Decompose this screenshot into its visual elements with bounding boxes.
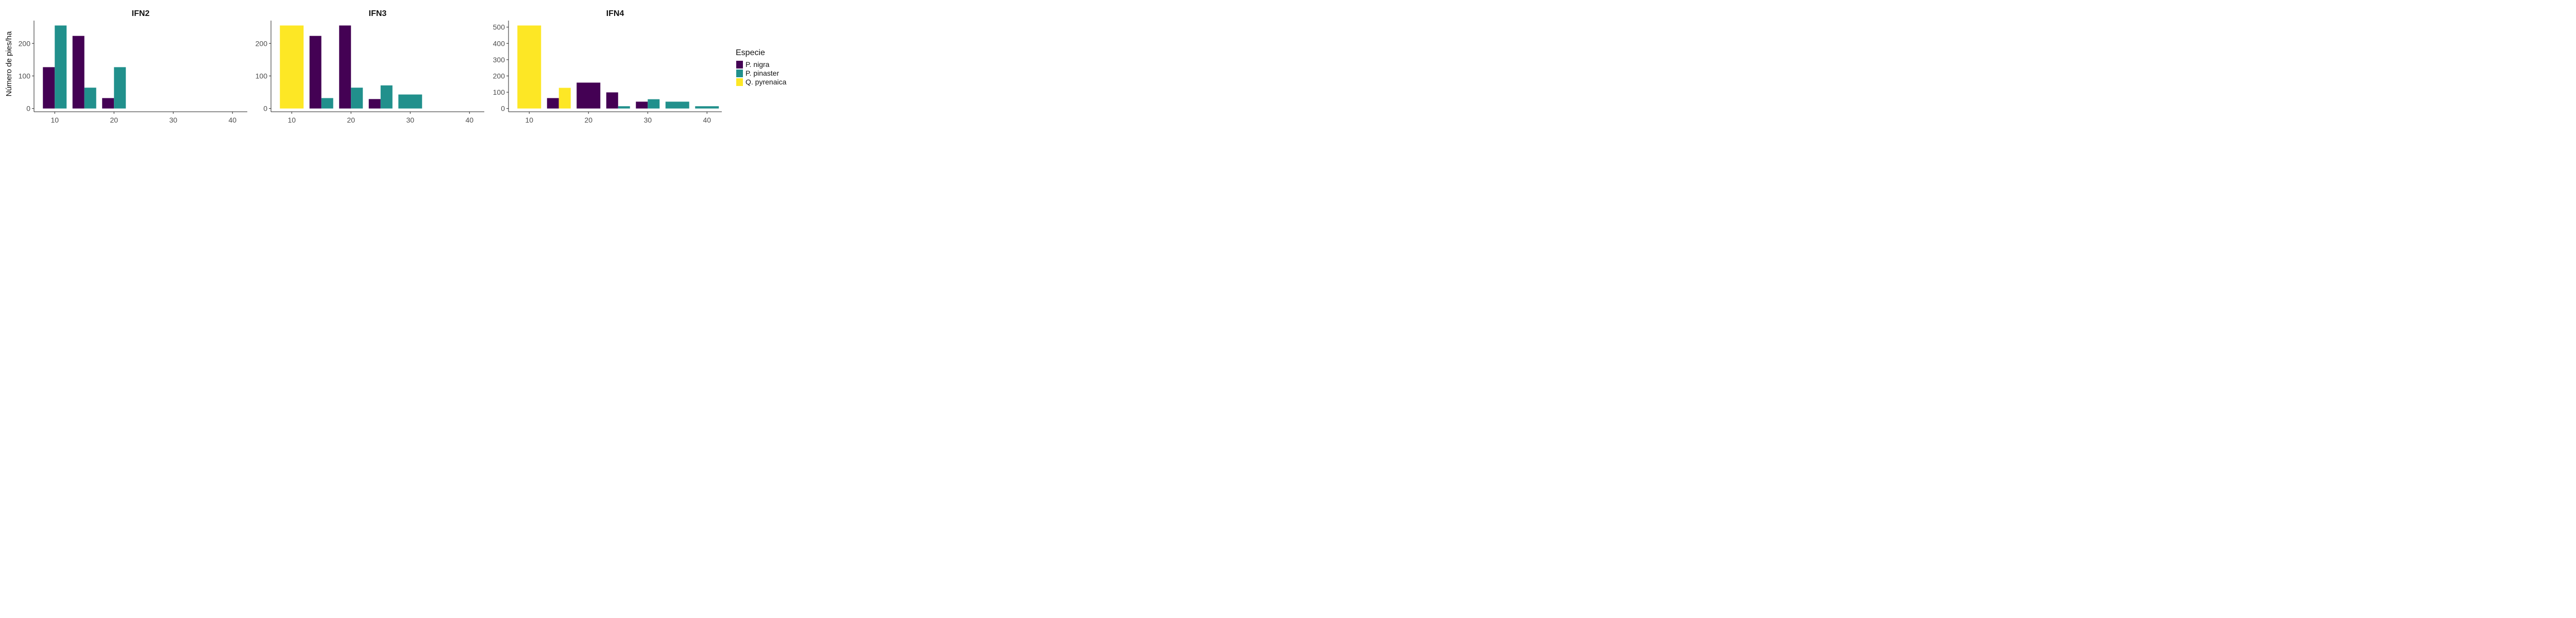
- bar-p-pinaster-40: [695, 106, 719, 109]
- legend-swatch: [736, 78, 743, 86]
- legend-swatch: [736, 61, 743, 68]
- x-tick-label: 10: [525, 116, 533, 124]
- bar-p-nigra-15: [72, 36, 84, 109]
- y-tick-label: 400: [493, 39, 505, 47]
- x-tick-label: 20: [347, 116, 355, 124]
- legend-label: P. pinaster: [745, 69, 779, 77]
- y-tick-label: 0: [26, 105, 30, 113]
- y-tick-label: 500: [493, 23, 505, 31]
- panel-ifn4: IFN4 0 100 200 300 400 500 10 20 30 40: [493, 9, 722, 124]
- bar-p-pinaster-10: [55, 25, 67, 109]
- bar-q-pyrenaica-10: [280, 25, 304, 109]
- bar-p-pinaster-35: [665, 101, 689, 109]
- bar-p-nigra-30: [636, 101, 648, 109]
- y-tick-label: 200: [256, 39, 268, 47]
- bar-q-pyrenaica-15: [558, 88, 571, 109]
- panel-title: IFN2: [132, 9, 150, 18]
- y-tick-label: 100: [493, 88, 505, 96]
- x-tick-label: 10: [50, 116, 59, 124]
- bar-p-pinaster-30: [398, 94, 422, 109]
- bar-p-nigra-20: [339, 25, 351, 109]
- legend-title: Especie: [736, 48, 765, 57]
- y-tick-label: 200: [19, 39, 31, 47]
- panel-title: IFN3: [369, 9, 387, 18]
- bar-p-pinaster-25: [380, 85, 393, 109]
- bar-p-pinaster-15: [321, 98, 333, 109]
- bar-p-pinaster-20: [114, 67, 126, 109]
- x-tick-label: 30: [169, 116, 177, 124]
- y-axis-title: Número de pies/ha: [5, 31, 13, 96]
- x-tick-label: 20: [110, 116, 118, 124]
- bar-p-nigra-20: [102, 98, 114, 109]
- bar-p-nigra-10: [43, 67, 55, 109]
- bar-p-nigra-25: [606, 92, 618, 109]
- bar-p-pinaster-15: [84, 88, 96, 109]
- x-tick-label: 10: [287, 116, 296, 124]
- bar-p-pinaster-20: [351, 88, 363, 109]
- y-tick-label: 100: [19, 72, 31, 80]
- x-tick-label: 40: [228, 116, 236, 124]
- legend-label: Q. pyrenaica: [745, 78, 787, 86]
- bar-p-nigra-15: [547, 98, 559, 109]
- bar-p-pinaster-25: [618, 106, 630, 109]
- panel-ifn3: IFN3 0 100 200 10 20 30 40: [256, 9, 484, 124]
- legend-swatch: [736, 70, 743, 77]
- x-tick-label: 30: [406, 116, 414, 124]
- x-tick-label: 40: [703, 116, 711, 124]
- y-tick-label: 300: [493, 56, 505, 64]
- panel-title: IFN4: [606, 9, 624, 18]
- x-tick-label: 40: [465, 116, 473, 124]
- legend-label: P. nigra: [745, 60, 770, 68]
- x-tick-label: 20: [584, 116, 592, 124]
- bar-q-pyrenaica-10: [517, 25, 541, 109]
- bar-p-nigra-25: [368, 99, 381, 109]
- y-tick-label: 0: [501, 105, 505, 113]
- y-tick-label: 100: [256, 72, 268, 80]
- bar-p-nigra-20: [577, 82, 601, 109]
- bar-p-nigra-15: [309, 36, 321, 109]
- y-tick-label: 200: [493, 72, 505, 80]
- x-tick-label: 30: [643, 116, 652, 124]
- y-tick-label: 0: [263, 105, 267, 113]
- bar-p-pinaster-30: [648, 99, 660, 109]
- panel-ifn2: IFN2 0 100 200 10 20 30 40: [19, 9, 247, 124]
